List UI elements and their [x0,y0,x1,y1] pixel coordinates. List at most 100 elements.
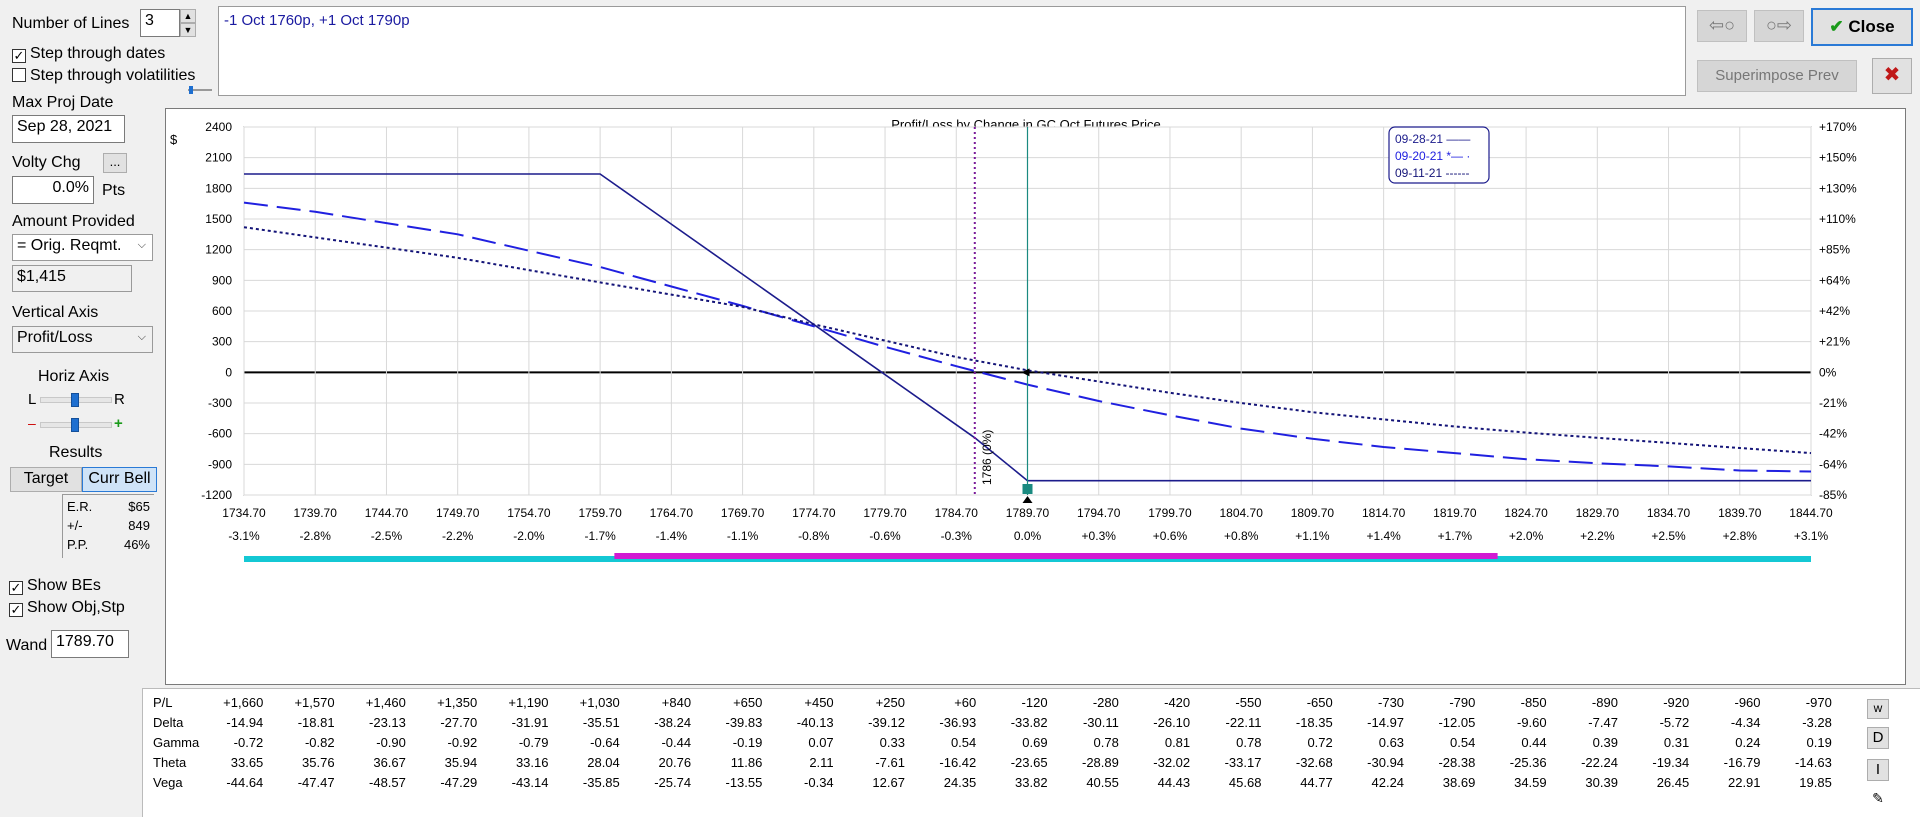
x-pct-tick-label: +2.5% [1651,529,1686,543]
show-objstp-check-icon: ✓ [9,602,23,617]
greeks-cell: -35.51 [582,714,620,730]
series-line-3 [243,226,1812,455]
volatility-slider-thumb[interactable] [189,86,193,94]
x-tick-label: 1809.70 [1291,506,1335,520]
chevron-down-icon: ⌵ [137,331,146,343]
x-tick-label: 1804.70 [1219,506,1263,520]
wand-marker[interactable] [1022,484,1033,494]
show-objstp-checkbox[interactable]: ✓ Show Obj,Stp [9,599,125,617]
zoom-plus-label: + [114,415,123,432]
y-pct-tick-label: +150% [1819,151,1857,165]
volatility-slider[interactable] [188,85,212,91]
step-dates-checkbox[interactable]: ✓ Step through dates [12,45,165,63]
step-vols-checkbox[interactable]: Step through volatilities [12,67,195,85]
volty-value: 0.0% [52,179,89,196]
greeks-cell: 20.76 [658,754,692,770]
results-box: E.R. $65 +/- 849 P.P. 46% [62,494,154,558]
greeks-cell: -22.11 [1225,714,1262,730]
greeks-d-button[interactable]: D [1867,727,1889,749]
amount-provided-label: Amount Provided [12,213,135,230]
x-tick-label: 1774.70 [792,506,836,520]
greeks-cell: -280 [1092,694,1119,710]
greeks-cell: +1,570 [294,694,335,710]
greeks-cell: 0.54 [1450,734,1476,750]
greeks-i-button[interactable]: I [1867,759,1889,781]
step-dates-label: Step through dates [30,45,166,62]
delete-button[interactable]: ✖ [1872,58,1912,94]
y-pct-tick-label: -21% [1819,396,1847,410]
greeks-cell: 24.35 [943,774,977,790]
greeks-cell: -36.93 [939,714,977,730]
greeks-cell: 0.69 [1022,734,1048,750]
greeks-table: P/L +1,660 +1,570 +1,460 +1,350 +1,190 +1,030 +… [143,692,1850,792]
range-bar-inner [614,553,1498,559]
greeks-cell: 0.31 [1663,734,1690,750]
greeks-cell: 0.44 [1521,734,1547,750]
greeks-cell: -0.19 [732,734,763,750]
greeks-cell: -16.42 [939,754,977,770]
spin-down-button[interactable]: ▼ [180,23,196,37]
greeks-row: Vega -44.64 -47.47 -48.57 -47.29 -43.14 -35.85… [143,772,1850,792]
greeks-cell: -120 [1021,694,1048,710]
breakeven-label: 1786 (0%) [980,430,994,485]
greeks-w-label: w [1873,701,1883,715]
edit-icon[interactable]: ✎ [1872,790,1884,806]
greeks-cell: 12.67 [872,774,905,790]
wand-input[interactable]: 1789.70 [51,630,129,658]
curr-bell-button[interactable]: Curr Bell [82,467,157,492]
greeks-cell: -0.72 [233,734,264,750]
greeks-cell: 19.85 [1799,774,1832,790]
position-description-box[interactable]: -1 Oct 1760p, +1 Oct 1790p [218,6,1686,96]
greeks-cell: -0.44 [661,734,692,750]
greeks-cell: 0.72 [1307,734,1333,750]
greeks-cell: -28.38 [1438,754,1476,770]
greeks-w-button[interactable]: w [1867,699,1889,719]
horiz-axis-zoom-thumb[interactable] [71,418,79,432]
x-tick-label: 1789.70 [1006,506,1050,520]
volty-more-button[interactable]: ... [103,153,127,173]
volty-chg-label: Volty Chg [12,154,81,171]
greeks-cell: -14.97 [1367,714,1405,730]
x-pct-tick-label: -0.6% [869,529,901,543]
close-button[interactable]: ✔ Close [1811,8,1913,46]
target-button[interactable]: Target [10,467,82,492]
show-bes-label: Show BEs [27,577,101,594]
greeks-cell: -39.12 [868,714,905,730]
position-description-text: -1 Oct 1760p, +1 Oct 1790p [224,12,410,29]
greeks-cell: -16.79 [1723,754,1761,770]
checkmark-icon: ✔ [1829,17,1844,36]
results-key-er: E.R. [67,499,93,514]
show-bes-checkbox[interactable]: ✓ Show BEs [9,577,101,595]
x-tick-label: 1754.70 [507,506,551,520]
pl-chart[interactable]: Profit/Loss by Change in GC Oct Futures … [166,109,1907,686]
step-vols-box-icon [12,68,26,82]
amount-provided-select[interactable]: = Orig. Reqmt. ⌵ [12,234,153,261]
x-tick-label: 1784.70 [935,506,979,520]
num-lines-input[interactable]: 3 [140,9,180,37]
y-tick-label: 300 [212,335,232,349]
y-pct-tick-label: +170% [1819,120,1857,134]
greeks-cell: -32.68 [1295,754,1333,770]
forward-arrow-button[interactable]: ○⇨ [1754,10,1804,42]
y-pct-tick-label: -64% [1819,457,1847,471]
max-proj-date-value: Sep 28, 2021 [17,118,113,135]
greeks-row-label: Theta [153,754,187,770]
spin-up-button[interactable]: ▲ [180,9,196,23]
max-proj-date-input[interactable]: Sep 28, 2021 [12,115,125,143]
target-button-label: Target [23,470,69,487]
greeks-row: P/L +1,660 +1,570 +1,460 +1,350 +1,190 +1,030 +… [143,692,1850,712]
y-pct-tick-label: 0% [1819,365,1837,379]
greeks-cell: 0.78 [1236,734,1262,750]
greeks-cell: -33.82 [1010,714,1048,730]
superimpose-prev-button[interactable]: Superimpose Prev [1697,60,1857,92]
greeks-cell: -13.55 [725,774,763,790]
horiz-axis-lr-thumb[interactable] [71,393,79,407]
back-arrow-button[interactable]: ⇦○ [1697,10,1747,42]
x-tick-label: 1834.70 [1647,506,1691,520]
x-pct-tick-label: +2.2% [1580,529,1615,543]
greeks-cell: -23.13 [369,714,406,730]
greeks-d-label: D [1872,729,1884,746]
forward-arrow-icon: ○⇨ [1766,15,1792,35]
vertical-axis-select[interactable]: Profit/Loss ⌵ [12,326,153,353]
volty-input[interactable]: 0.0% [12,176,94,204]
